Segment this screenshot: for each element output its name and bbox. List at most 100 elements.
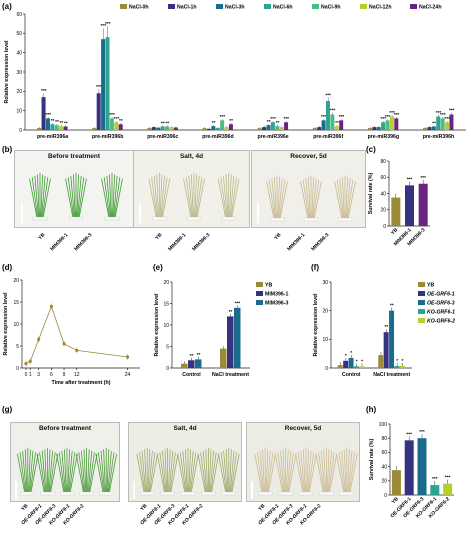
a-significance-mark: *** xyxy=(114,116,120,122)
plant-group-recover-pot xyxy=(319,491,334,496)
e-y-label: Relative expression level xyxy=(154,293,160,357)
plant-group-healthy xyxy=(30,453,39,493)
a-bar xyxy=(266,125,271,130)
plant-group-recover xyxy=(308,453,317,493)
plant-group-recover xyxy=(295,453,304,493)
f-significance-mark: * xyxy=(350,350,352,356)
f-legend-swatch xyxy=(418,300,425,305)
plant-group-healthy xyxy=(78,178,87,218)
plant-group-salt xyxy=(185,177,192,218)
f-bar xyxy=(337,365,343,368)
plant-group-healthy xyxy=(48,450,53,493)
plant-group-salt xyxy=(191,174,194,218)
plant-group-healthy xyxy=(101,178,110,218)
plant-group-healthy-pot xyxy=(79,491,94,496)
a-significance-mark: ** xyxy=(51,118,55,124)
a-y-tick-label: 60 xyxy=(16,12,22,18)
plant-group-salt-pot xyxy=(186,216,202,221)
plant-group-salt xyxy=(182,450,187,493)
c-category-label: YB xyxy=(390,227,399,236)
plant-group-salt xyxy=(230,450,235,493)
photo-line-label: YB xyxy=(154,232,163,241)
photo-line-label: MIM396-3 xyxy=(191,232,211,252)
d-x-tick-label: 3 xyxy=(37,372,40,378)
plant-group-recover xyxy=(341,450,346,493)
a-legend-label: NaCl-1h xyxy=(177,5,197,11)
plant-group-recover-pot xyxy=(258,491,273,496)
a-bar xyxy=(325,101,330,130)
plant-group-salt xyxy=(161,177,168,218)
panel-label-h: (h) xyxy=(366,405,377,414)
a-bar xyxy=(147,128,152,130)
e-y-tick-label: 15 xyxy=(163,301,169,307)
a-bar xyxy=(101,39,106,131)
photo-line-label: MIM396-1 xyxy=(167,232,187,252)
plant-group-recover-pot xyxy=(298,491,314,496)
c-y-tick-label: 20 xyxy=(380,208,386,214)
plant-group-healthy xyxy=(88,452,95,493)
plant-group-salt xyxy=(230,177,237,218)
plant-group-recover xyxy=(266,181,275,219)
plant-group-healthy xyxy=(39,452,46,493)
a-bar xyxy=(385,120,390,130)
photo-line-label: MIM396-1 xyxy=(286,232,306,252)
f-category-label: Control xyxy=(342,372,361,378)
a-significance-mark: *** xyxy=(45,112,51,118)
plant-group-salt xyxy=(211,453,220,493)
plant-group-recover xyxy=(348,452,355,493)
plant-group-recover xyxy=(300,181,309,219)
a-bar xyxy=(330,114,335,130)
plant-group-salt xyxy=(229,174,232,218)
f-significance-mark: ** xyxy=(390,303,394,309)
a-bar xyxy=(206,128,211,130)
plant-group-recover xyxy=(266,450,271,493)
e-category-label: NaCl treatment xyxy=(212,372,249,378)
plant-group-recover xyxy=(312,178,317,219)
h-y-tick-label: 80 xyxy=(381,436,387,442)
a-legend-label: NaCl-9h xyxy=(321,5,341,11)
plant-group-salt-pot xyxy=(180,491,196,496)
plant-group-recover xyxy=(278,178,283,219)
scale-bar xyxy=(21,203,23,223)
d-point xyxy=(37,337,41,341)
plant-group-healthy-pot xyxy=(40,491,55,496)
plant-group-recover-pot xyxy=(303,217,319,222)
plant-group-healthy xyxy=(109,174,112,218)
a-bar xyxy=(394,118,399,130)
a-bar xyxy=(228,124,233,130)
plant-group-recover xyxy=(347,449,350,493)
a-bar xyxy=(262,127,267,130)
d-point xyxy=(24,362,28,366)
a-bar xyxy=(37,128,42,130)
panel-label-a: (a) xyxy=(2,2,12,11)
plant-group-healthy xyxy=(83,449,87,493)
c-y-label: Survival rate (%) xyxy=(368,173,374,215)
h-bar xyxy=(391,470,401,495)
a-bar xyxy=(109,118,114,130)
a-significance-mark: *** xyxy=(105,21,111,27)
a-bar xyxy=(169,127,174,130)
plant-group-recover xyxy=(257,452,264,493)
a-significance-mark: *** xyxy=(41,88,47,94)
scale-bar xyxy=(139,203,141,223)
plant-group-recover xyxy=(297,452,304,493)
plant-group-healthy-pot xyxy=(104,216,120,221)
plant-group-recover-pot xyxy=(269,217,285,222)
plant-group-salt xyxy=(159,174,163,218)
a-bar xyxy=(45,118,50,130)
plant-group-recover xyxy=(274,176,277,219)
a-bar xyxy=(118,124,123,130)
plant-group-recover xyxy=(306,449,309,493)
plant-group-recover-pot xyxy=(339,491,354,496)
a-significance-mark: *** xyxy=(100,23,106,29)
a-significance-mark: *** xyxy=(339,114,345,120)
photo-line-label: MIM396-3 xyxy=(73,232,93,252)
photo-line-label: MIM396-1 xyxy=(49,232,69,252)
plant-group-salt xyxy=(183,178,192,218)
f-legend-label: OE-GRF6-1 xyxy=(427,292,455,298)
d-y-tick-label: 5 xyxy=(16,344,19,350)
plant-group-salt xyxy=(229,449,232,493)
a-significance-mark: ** xyxy=(64,120,68,126)
c-bar xyxy=(391,197,401,226)
